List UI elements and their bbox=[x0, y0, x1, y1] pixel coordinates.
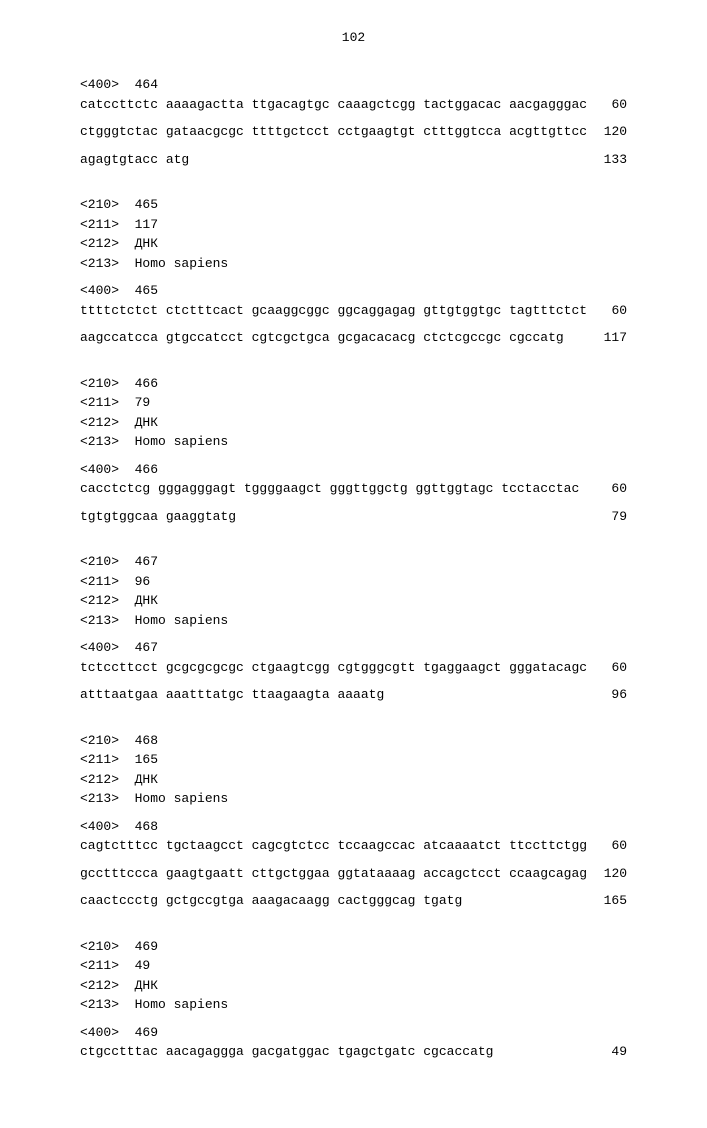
origin-line: <400> 465 bbox=[80, 281, 627, 301]
sequence-text: gcctttccca gaagtgaatt cttgctggaa ggtataa… bbox=[80, 864, 587, 884]
sequence-text: agagtgtacc atg bbox=[80, 150, 189, 170]
sequence-position: 120 bbox=[587, 864, 627, 884]
origin-line: <400> 466 bbox=[80, 460, 627, 480]
meta-line: <211> 117 bbox=[80, 215, 627, 235]
meta-line: <211> 79 bbox=[80, 393, 627, 413]
meta-line: <211> 165 bbox=[80, 750, 627, 770]
page: 102 <400> 464catccttctc aaaagactta ttgac… bbox=[0, 0, 707, 1128]
sequence-row: cagtctttcc tgctaagcct cagcgtctcc tccaagc… bbox=[80, 836, 627, 856]
sequence-row: atttaatgaa aaatttatgc ttaagaagta aaaatg 9… bbox=[80, 685, 627, 705]
sequence-position: 165 bbox=[587, 891, 627, 911]
sequence-row: gcctttccca gaagtgaatt cttgctggaa ggtataa… bbox=[80, 864, 627, 884]
sequence-text: cagtctttcc tgctaagcct cagcgtctcc tccaagc… bbox=[80, 836, 587, 856]
sequence-row: ctgggtctac gataacgcgc ttttgctcct cctgaag… bbox=[80, 122, 627, 142]
sequence-row: tctccttcct gcgcgcgcgc ctgaagtcgg cgtgggc… bbox=[80, 658, 627, 678]
sequence-text: ctgcctttac aacagaggga gacgatggac tgagctg… bbox=[80, 1042, 493, 1062]
sequence-position: 60 bbox=[587, 658, 627, 678]
sequence-position: 79 bbox=[587, 507, 627, 527]
meta-line: <212> ДНК bbox=[80, 413, 627, 433]
sequence-text: ctgggtctac gataacgcgc ttttgctcct cctgaag… bbox=[80, 122, 587, 142]
meta-line: <212> ДНК bbox=[80, 591, 627, 611]
origin-line: <400> 469 bbox=[80, 1023, 627, 1043]
sequence-text: tgtgtggcaa gaaggtatg bbox=[80, 507, 236, 527]
sequence-row: aagccatcca gtgccatcct cgtcgctgca gcgacac… bbox=[80, 328, 627, 348]
meta-line: <210> 467 bbox=[80, 552, 627, 572]
meta-line: <211> 96 bbox=[80, 572, 627, 592]
meta-line: <210> 466 bbox=[80, 374, 627, 394]
sequence-position: 60 bbox=[587, 479, 627, 499]
sequence-text: tctccttcct gcgcgcgcgc ctgaagtcgg cgtgggc… bbox=[80, 658, 587, 678]
origin-line: <400> 468 bbox=[80, 817, 627, 837]
page-number: 102 bbox=[80, 30, 627, 45]
sequence-text: catccttctc aaaagactta ttgacagtgc caaagct… bbox=[80, 95, 587, 115]
meta-line: <210> 469 bbox=[80, 937, 627, 957]
sequence-row: tgtgtggcaa gaaggtatg 79 bbox=[80, 507, 627, 527]
sequence-row: agagtgtacc atg 133 bbox=[80, 150, 627, 170]
sequence-position: 96 bbox=[587, 685, 627, 705]
meta-line: <213> Homo sapiens bbox=[80, 611, 627, 631]
meta-line: <211> 49 bbox=[80, 956, 627, 976]
meta-line: <212> ДНК bbox=[80, 976, 627, 996]
meta-line: <213> Homo sapiens bbox=[80, 254, 627, 274]
sequence-position: 49 bbox=[587, 1042, 627, 1062]
sequence-text: caactccctg gctgccgtga aaagacaagg cactggg… bbox=[80, 891, 462, 911]
meta-line: <212> ДНК bbox=[80, 234, 627, 254]
sequence-position: 60 bbox=[587, 301, 627, 321]
sequence-row: ctgcctttac aacagaggga gacgatggac tgagctg… bbox=[80, 1042, 627, 1062]
sequence-position: 120 bbox=[587, 122, 627, 142]
meta-line: <212> ДНК bbox=[80, 770, 627, 790]
sequence-listing: <400> 464catccttctc aaaagactta ttgacagtg… bbox=[80, 75, 627, 1088]
origin-line: <400> 467 bbox=[80, 638, 627, 658]
sequence-row: caactccctg gctgccgtga aaagacaagg cactggg… bbox=[80, 891, 627, 911]
sequence-position: 60 bbox=[587, 95, 627, 115]
sequence-text: ttttctctct ctctttcact gcaaggcggc ggcagga… bbox=[80, 301, 587, 321]
sequence-row: cacctctcg gggagggagt tggggaagct gggttggc… bbox=[80, 479, 627, 499]
sequence-text: atttaatgaa aaatttatgc ttaagaagta aaaatg bbox=[80, 685, 384, 705]
meta-line: <213> Homo sapiens bbox=[80, 789, 627, 809]
sequence-row: catccttctc aaaagactta ttgacagtgc caaagct… bbox=[80, 95, 627, 115]
sequence-position: 60 bbox=[587, 836, 627, 856]
meta-line: <210> 468 bbox=[80, 731, 627, 751]
sequence-text: aagccatcca gtgccatcct cgtcgctgca gcgacac… bbox=[80, 328, 564, 348]
meta-line: <213> Homo sapiens bbox=[80, 432, 627, 452]
sequence-row: ttttctctct ctctttcact gcaaggcggc ggcagga… bbox=[80, 301, 627, 321]
sequence-text: cacctctcg gggagggagt tggggaagct gggttggc… bbox=[80, 479, 579, 499]
sequence-position: 133 bbox=[587, 150, 627, 170]
meta-line: <210> 465 bbox=[80, 195, 627, 215]
sequence-position: 117 bbox=[587, 328, 627, 348]
meta-line: <400> 464 bbox=[80, 75, 627, 95]
meta-line: <213> Homo sapiens bbox=[80, 995, 627, 1015]
